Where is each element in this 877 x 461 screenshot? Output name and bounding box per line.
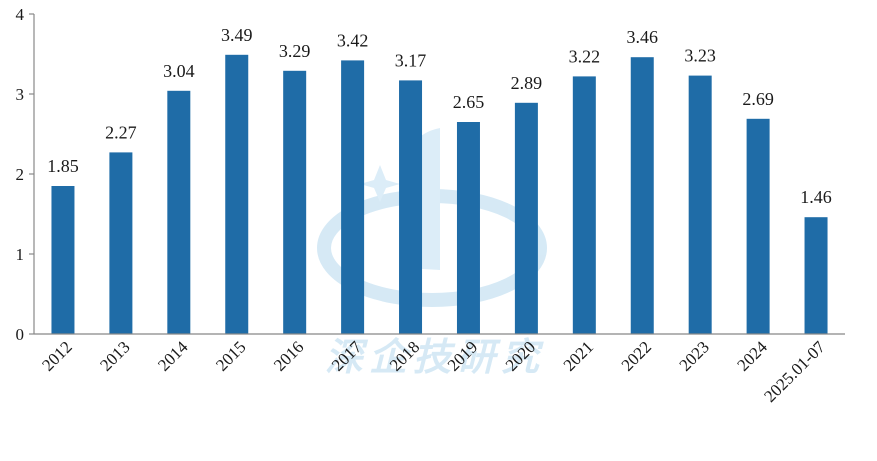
data-label-2018: 3.17	[395, 50, 427, 70]
bar-2022	[630, 57, 654, 334]
x-tick-label: 2024	[733, 337, 771, 375]
bar-2012	[51, 186, 75, 334]
x-tick-label: 2022	[618, 337, 655, 374]
data-label-2021: 3.22	[569, 46, 601, 66]
bar-2018	[399, 80, 423, 335]
watermark-star	[360, 165, 400, 202]
x-tick-label: 2016	[270, 337, 307, 374]
data-label-2015: 3.49	[221, 25, 253, 45]
data-label-2020: 2.89	[511, 73, 543, 93]
x-tick-label: 2025.01-07	[760, 337, 829, 406]
bar-2016	[283, 70, 307, 335]
bar-2014	[167, 90, 191, 334]
data-label-2017: 3.42	[337, 30, 369, 50]
bar-2021	[572, 76, 596, 335]
data-label-2024: 2.69	[742, 89, 774, 109]
bar-2024	[746, 118, 770, 334]
x-tick-label: 2015	[212, 337, 249, 374]
bar-2023	[688, 75, 712, 334]
bar-2015	[225, 54, 249, 335]
data-label-2014: 3.04	[163, 61, 195, 81]
y-axis: 0 1 2 3 4	[16, 5, 35, 344]
data-label-2013: 2.27	[105, 122, 137, 142]
data-label-2025.01-07: 1.46	[800, 187, 832, 207]
x-tick-label: 2013	[96, 337, 133, 374]
data-label-2019: 2.65	[453, 92, 485, 112]
x-tick-label: 2012	[38, 337, 75, 374]
x-tick-label: 2023	[676, 337, 713, 374]
data-label-2023: 3.23	[684, 46, 716, 66]
bar-2019	[456, 122, 480, 334]
x-tick-label: 2014	[154, 337, 192, 375]
y-tick-label: 3	[16, 85, 25, 104]
x-tick-label: 2021	[560, 337, 597, 374]
y-tick-label: 4	[16, 5, 25, 24]
bar-series	[51, 54, 828, 335]
bar-2025.01-07	[804, 217, 828, 334]
data-label-2016: 3.29	[279, 41, 311, 61]
data-label-2012: 1.85	[47, 156, 79, 176]
data-labels: 1.85 2.27 3.04 3.49 3.29 3.42 3.17 2.65 2.89 3.22…	[47, 25, 832, 207]
bar-2020	[514, 102, 538, 334]
y-tick-label: 2	[16, 165, 25, 184]
data-label-2022: 3.46	[627, 27, 659, 47]
y-tick-label: 1	[16, 245, 25, 264]
watermark-text: 深企技研究	[325, 335, 545, 379]
y-tick-label: 0	[16, 325, 25, 344]
bar-2017	[341, 60, 365, 335]
bar-2013	[109, 152, 133, 334]
